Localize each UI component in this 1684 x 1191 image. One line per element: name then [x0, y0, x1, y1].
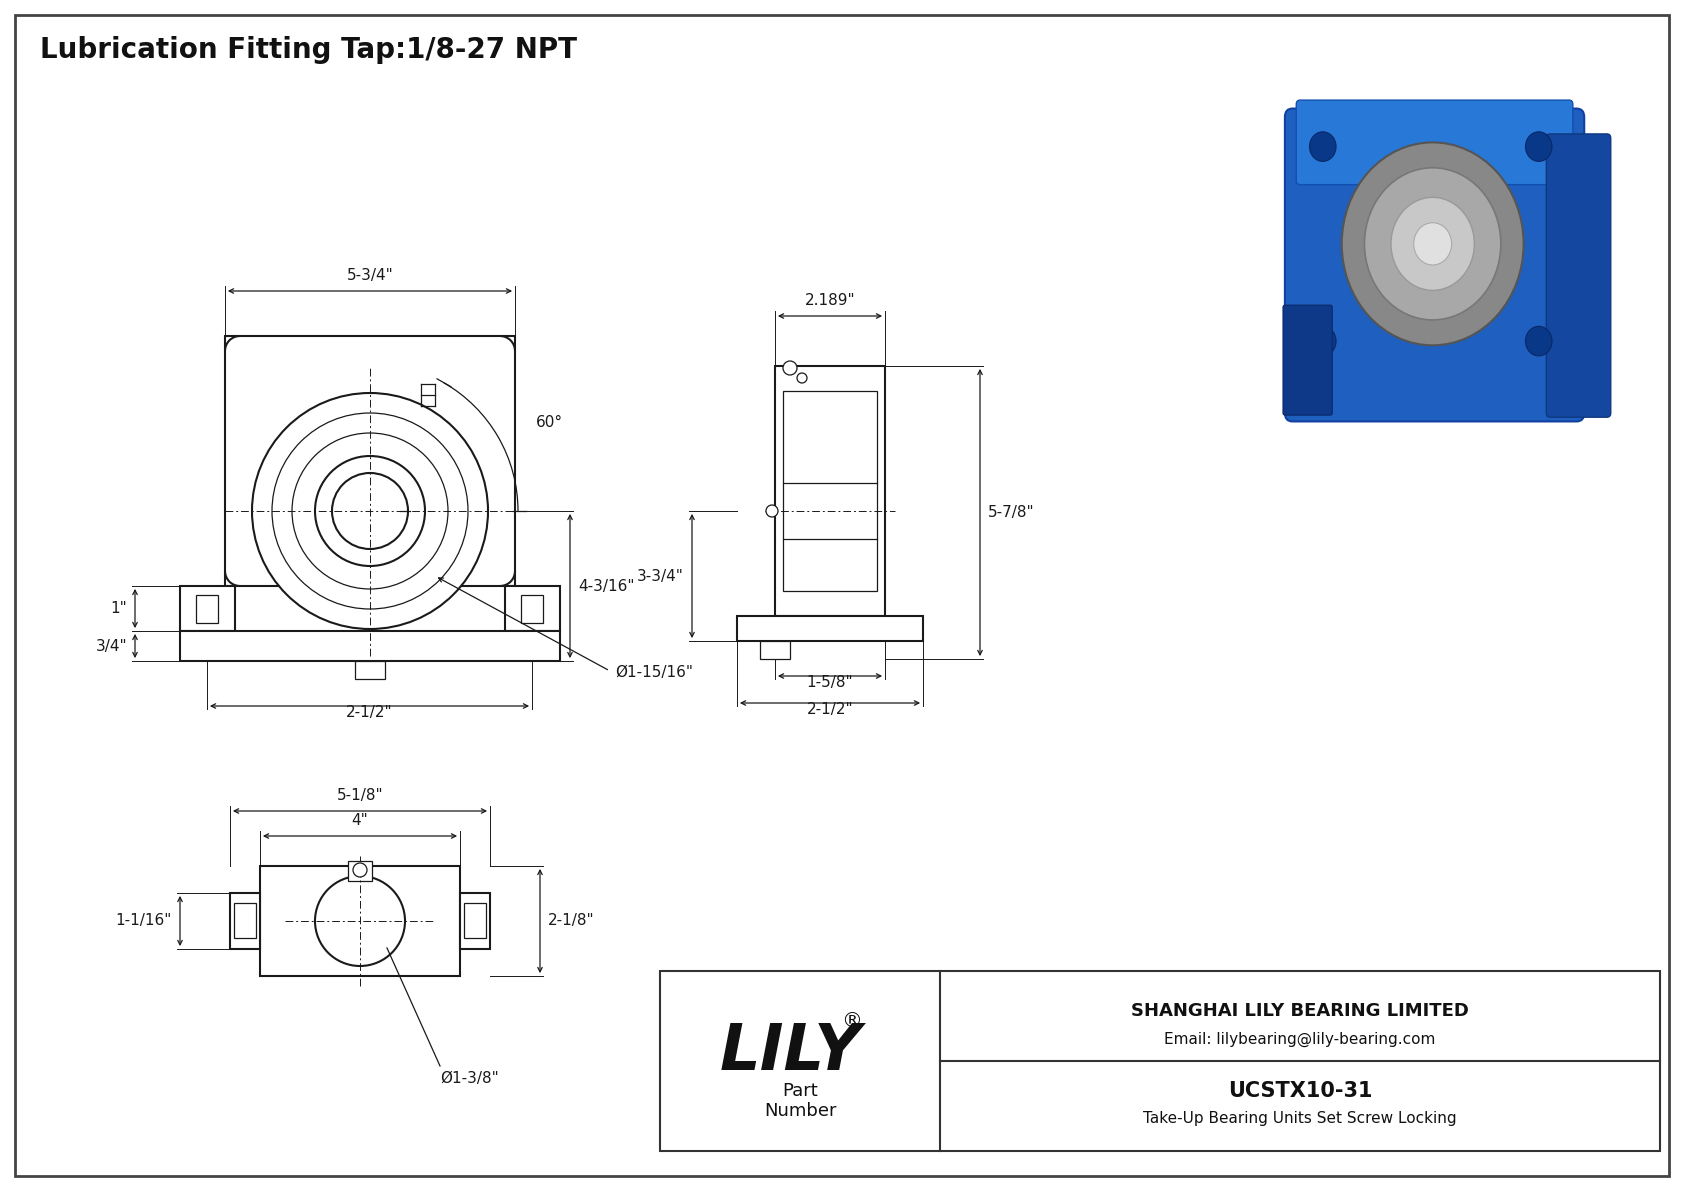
Bar	[465, 903, 487, 939]
Circle shape	[253, 393, 488, 629]
Text: 3/4": 3/4"	[96, 638, 126, 654]
Text: 2-1/2": 2-1/2"	[347, 705, 392, 721]
Text: Part
Number: Part Number	[765, 1081, 837, 1121]
Text: Ø1-15/16": Ø1-15/16"	[615, 666, 694, 680]
Bar	[259, 866, 460, 975]
Circle shape	[273, 413, 468, 609]
Text: Take-Up Bearing Units Set Screw Locking: Take-Up Bearing Units Set Screw Locking	[1143, 1110, 1457, 1125]
Circle shape	[1364, 168, 1500, 320]
Bar	[783, 391, 877, 591]
Text: 5-7/8": 5-7/8"	[989, 505, 1034, 520]
Text: 2-1/8": 2-1/8"	[547, 913, 594, 929]
Text: LILY: LILY	[719, 1021, 861, 1083]
Text: Ø1-3/8": Ø1-3/8"	[440, 1071, 498, 1086]
Circle shape	[1310, 326, 1335, 356]
FancyBboxPatch shape	[1285, 108, 1585, 422]
Text: 1": 1"	[109, 601, 126, 616]
Circle shape	[354, 863, 367, 877]
FancyBboxPatch shape	[1546, 133, 1612, 417]
Bar	[759, 641, 790, 659]
Circle shape	[797, 373, 807, 384]
Text: 3-3/4": 3-3/4"	[637, 568, 684, 584]
Text: 4-3/16": 4-3/16"	[578, 579, 635, 593]
Bar	[349, 861, 372, 881]
Text: Lubrication Fitting Tap:1/8-27 NPT: Lubrication Fitting Tap:1/8-27 NPT	[40, 36, 578, 64]
Circle shape	[1310, 132, 1335, 162]
Circle shape	[1342, 143, 1524, 345]
Text: SHANGHAI LILY BEARING LIMITED: SHANGHAI LILY BEARING LIMITED	[1132, 1002, 1468, 1019]
Text: 2.189": 2.189"	[805, 293, 855, 308]
Circle shape	[1391, 198, 1475, 291]
Text: ®: ®	[842, 1011, 862, 1031]
Bar	[195, 596, 217, 623]
Bar	[775, 366, 886, 616]
Bar	[738, 616, 923, 641]
FancyBboxPatch shape	[1283, 305, 1332, 416]
Text: 5-3/4": 5-3/4"	[347, 268, 394, 283]
FancyBboxPatch shape	[1297, 100, 1573, 185]
Text: 4": 4"	[352, 813, 369, 828]
Bar	[355, 661, 386, 679]
Text: 1-5/8": 1-5/8"	[807, 675, 854, 690]
Bar	[231, 893, 259, 949]
Text: 5-1/8": 5-1/8"	[337, 788, 384, 803]
Text: Email: lilybearing@lily-bearing.com: Email: lilybearing@lily-bearing.com	[1164, 1031, 1436, 1047]
Circle shape	[332, 473, 408, 549]
Bar	[226, 336, 515, 586]
Circle shape	[291, 434, 448, 590]
Circle shape	[766, 505, 778, 517]
Bar	[505, 586, 561, 631]
Bar	[180, 586, 236, 631]
Text: 1-1/16": 1-1/16"	[116, 913, 172, 929]
Circle shape	[1526, 132, 1553, 162]
Circle shape	[783, 361, 797, 375]
Bar	[460, 893, 490, 949]
Bar	[520, 596, 542, 623]
Bar	[660, 971, 1660, 1151]
Circle shape	[315, 877, 404, 966]
Bar	[180, 631, 561, 661]
Bar	[234, 903, 256, 939]
Bar	[330, 902, 391, 941]
Text: 60°: 60°	[536, 414, 562, 430]
Circle shape	[315, 456, 424, 566]
Text: UCSTX10-31: UCSTX10-31	[1228, 1081, 1372, 1100]
Circle shape	[1526, 326, 1553, 356]
Text: 2-1/2": 2-1/2"	[807, 701, 854, 717]
Circle shape	[1415, 223, 1452, 266]
